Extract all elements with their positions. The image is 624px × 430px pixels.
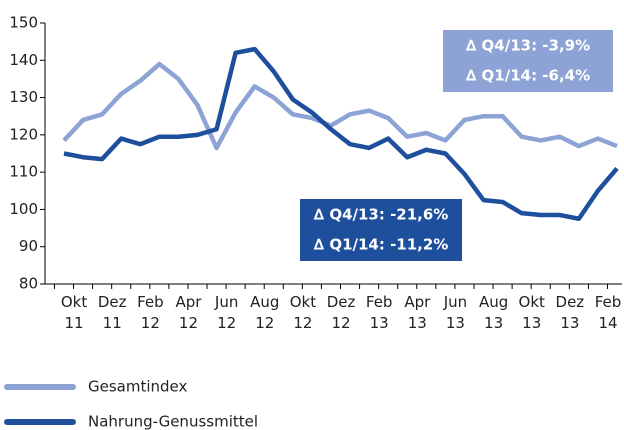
legend-label: Gesamtindex	[88, 378, 188, 396]
x-tick-label: Dez 11	[98, 293, 127, 332]
x-tick-label: Jun 13	[443, 293, 467, 332]
y-tick-label: 140	[9, 51, 38, 69]
y-tick-label: 90	[19, 237, 38, 255]
annotation-box	[443, 30, 613, 92]
x-tick-label: Dez 12	[327, 293, 356, 332]
annotation-text: ∆ Q1/14: -6,4%	[466, 67, 590, 85]
x-tick-label: Okt 13	[519, 293, 545, 332]
series-line	[62, 61, 618, 151]
x-tick-label: Okt 11	[61, 293, 87, 332]
annotation-text: ∆ Q1/14: -11,2%	[314, 236, 449, 254]
x-tick-label: Feb 12	[137, 293, 164, 332]
series-line	[63, 46, 619, 221]
annotation-box	[300, 199, 462, 261]
y-tick-label: 110	[9, 163, 38, 181]
legend-label: Nahrung-Genussmittel	[88, 413, 258, 430]
x-tick-label: Feb 14	[595, 293, 622, 332]
x-tick-label: Dez 13	[556, 293, 585, 332]
y-tick-label: 80	[19, 275, 38, 293]
y-tick-label: 150	[9, 14, 38, 32]
x-tick-label: Apr 12	[176, 293, 203, 332]
x-tick-label: Apr 13	[404, 293, 431, 332]
x-tick-label: Aug 13	[479, 293, 508, 332]
y-tick-label: 120	[9, 125, 38, 143]
annotation-text: ∆ Q4/13: -21,6%	[314, 206, 449, 224]
x-tick-label: Aug 12	[250, 293, 279, 332]
x-tick-label: Jun 12	[214, 293, 238, 332]
x-tick-label: Okt 12	[290, 293, 316, 332]
annotation-text: ∆ Q4/13: -3,9%	[466, 37, 590, 55]
y-tick-label: 130	[9, 88, 38, 106]
y-tick-label: 100	[9, 200, 38, 218]
x-tick-label: Feb 13	[366, 293, 393, 332]
